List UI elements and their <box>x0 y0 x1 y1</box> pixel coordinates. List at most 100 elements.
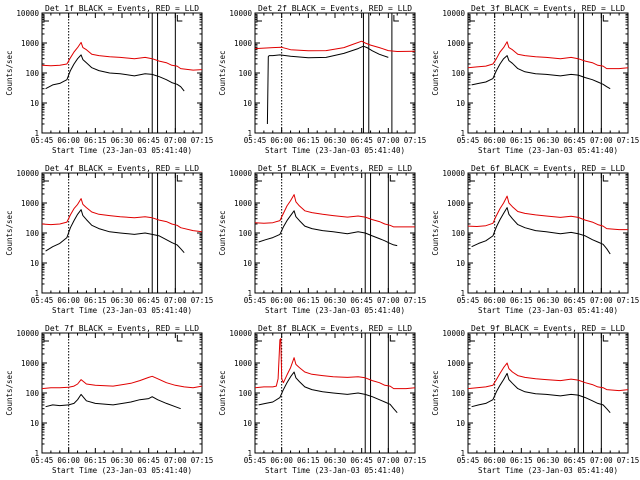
x-tick-label: 06:45 <box>350 456 373 465</box>
y-tick-label: 10000 <box>16 329 39 338</box>
x-tick-label: 07:00 <box>164 456 187 465</box>
x-tick-label: 06:45 <box>563 296 586 305</box>
detector-panel-6: Det 6f BLACK = Events, RED = LLD Counts/s… <box>431 164 639 315</box>
events-series-line <box>45 209 185 254</box>
events-series-line <box>266 45 389 125</box>
y-tick-label: 10000 <box>16 169 39 178</box>
x-tick-label: 07:15 <box>191 296 214 305</box>
y-axis-label: Counts/sec <box>5 50 14 95</box>
x-tick-label: 06:00 <box>57 456 80 465</box>
panel-title: Det 3f BLACK = Events, RED = LLD <box>471 4 625 13</box>
x-tick-label: 05:45 <box>244 456 267 465</box>
y-axis-label: Counts/sec <box>218 210 227 255</box>
x-tick-label: 06:30 <box>324 136 347 145</box>
corner-bracket-glyph <box>602 175 609 182</box>
x-tick-label: 06:15 <box>84 136 107 145</box>
y-tick-label: 10 <box>243 99 253 108</box>
lld-series-line <box>467 362 629 392</box>
y-tick-label: 1000 <box>447 39 466 48</box>
x-tick-label: 05:45 <box>457 456 480 465</box>
x-tick-label: 06:00 <box>57 136 80 145</box>
events-series-line <box>471 372 611 414</box>
y-tick-label: 1000 <box>447 199 466 208</box>
corner-bracket-glyph <box>469 335 475 342</box>
y-tick-label: 10000 <box>229 329 252 338</box>
y-tick-label: 10 <box>456 419 466 428</box>
y-axis-label: Counts/sec <box>431 370 440 415</box>
detector-panel-5: Det 5f BLACK = Events, RED = LLD Counts/s… <box>218 164 426 315</box>
y-tick-label: 10 <box>30 99 40 108</box>
corner-bracket-glyph <box>469 175 475 182</box>
plot-frame <box>41 12 203 134</box>
y-axis-label: Counts/sec <box>5 210 14 255</box>
corner-bracket-glyph <box>602 15 609 22</box>
x-tick-label: 06:15 <box>510 136 533 145</box>
y-tick-label: 1 <box>460 449 465 458</box>
x-tick-label: 07:00 <box>377 456 400 465</box>
y-tick-label: 10 <box>243 419 253 428</box>
y-tick-label: 10 <box>30 259 40 268</box>
events-series-line <box>45 393 181 410</box>
corner-bracket-glyph <box>176 335 183 342</box>
lld-series-line <box>467 195 628 231</box>
x-tick-label: 06:15 <box>84 456 107 465</box>
y-tick-label: 1000 <box>21 359 40 368</box>
x-tick-label: 06:45 <box>563 136 586 145</box>
y-tick-label: 1 <box>34 129 39 138</box>
plot-frame <box>467 12 629 134</box>
y-tick-label: 10000 <box>442 9 465 18</box>
x-axis-label: Start Time (23-Jan-03 05:41:40) <box>265 146 405 155</box>
x-tick-label: 05:45 <box>457 136 480 145</box>
detector-panel-8: Det 8f BLACK = Events, RED = LLD Counts/s… <box>218 324 426 475</box>
y-tick-label: 100 <box>25 389 39 398</box>
corner-bracket-glyph <box>256 15 262 22</box>
plot-frame <box>467 332 629 454</box>
detector-panel-9: Det 9f BLACK = Events, RED = LLD Counts/s… <box>431 324 639 475</box>
y-tick-label: 1 <box>247 449 252 458</box>
y-tick-label: 100 <box>451 69 465 78</box>
lld-series-line <box>254 40 416 52</box>
x-tick-label: 07:00 <box>377 136 400 145</box>
detector-panel-3: Det 3f BLACK = Events, RED = LLD Counts/s… <box>431 4 639 155</box>
x-tick-label: 06:00 <box>57 296 80 305</box>
detector-panel-4: Det 4f BLACK = Events, RED = LLD Counts/s… <box>5 164 213 315</box>
y-tick-label: 100 <box>238 69 252 78</box>
corner-bracket-glyph <box>43 175 49 182</box>
x-tick-label: 05:45 <box>244 296 267 305</box>
plot-frame <box>254 172 416 294</box>
x-axis-label: Start Time (23-Jan-03 05:41:40) <box>478 466 618 475</box>
x-tick-label: 06:45 <box>350 296 373 305</box>
corner-bracket-glyph <box>43 15 49 22</box>
x-tick-label: 05:45 <box>457 296 480 305</box>
x-tick-label: 07:15 <box>191 136 214 145</box>
x-tick-label: 06:00 <box>270 296 293 305</box>
x-tick-label: 06:30 <box>324 456 347 465</box>
y-tick-label: 1000 <box>21 39 40 48</box>
x-tick-label: 07:15 <box>191 456 214 465</box>
y-tick-label: 1 <box>460 289 465 298</box>
x-axis-label: Start Time (23-Jan-03 05:41:40) <box>52 146 192 155</box>
corner-bracket-glyph <box>389 335 396 342</box>
lld-series-line <box>254 194 415 228</box>
x-tick-label: 07:00 <box>164 136 187 145</box>
y-tick-label: 1000 <box>234 39 253 48</box>
x-tick-label: 05:45 <box>244 136 267 145</box>
events-series-line <box>258 210 398 247</box>
y-tick-label: 10 <box>456 99 466 108</box>
x-tick-label: 06:30 <box>537 296 560 305</box>
events-series-line <box>471 207 611 255</box>
x-tick-label: 06:15 <box>297 296 320 305</box>
x-axis-label: Start Time (23-Jan-03 05:41:40) <box>478 146 618 155</box>
x-tick-label: 07:15 <box>404 136 427 145</box>
y-tick-label: 1000 <box>234 359 253 368</box>
x-tick-label: 06:45 <box>137 296 160 305</box>
x-tick-label: 07:00 <box>590 296 613 305</box>
x-tick-label: 06:30 <box>324 296 347 305</box>
y-tick-label: 10000 <box>229 9 252 18</box>
corner-bracket-glyph <box>43 335 49 342</box>
x-tick-label: 06:30 <box>537 456 560 465</box>
x-tick-label: 06:00 <box>483 296 506 305</box>
y-tick-label: 100 <box>451 389 465 398</box>
y-tick-label: 100 <box>238 229 252 238</box>
panel-title: Det 7f BLACK = Events, RED = LLD <box>45 324 199 333</box>
